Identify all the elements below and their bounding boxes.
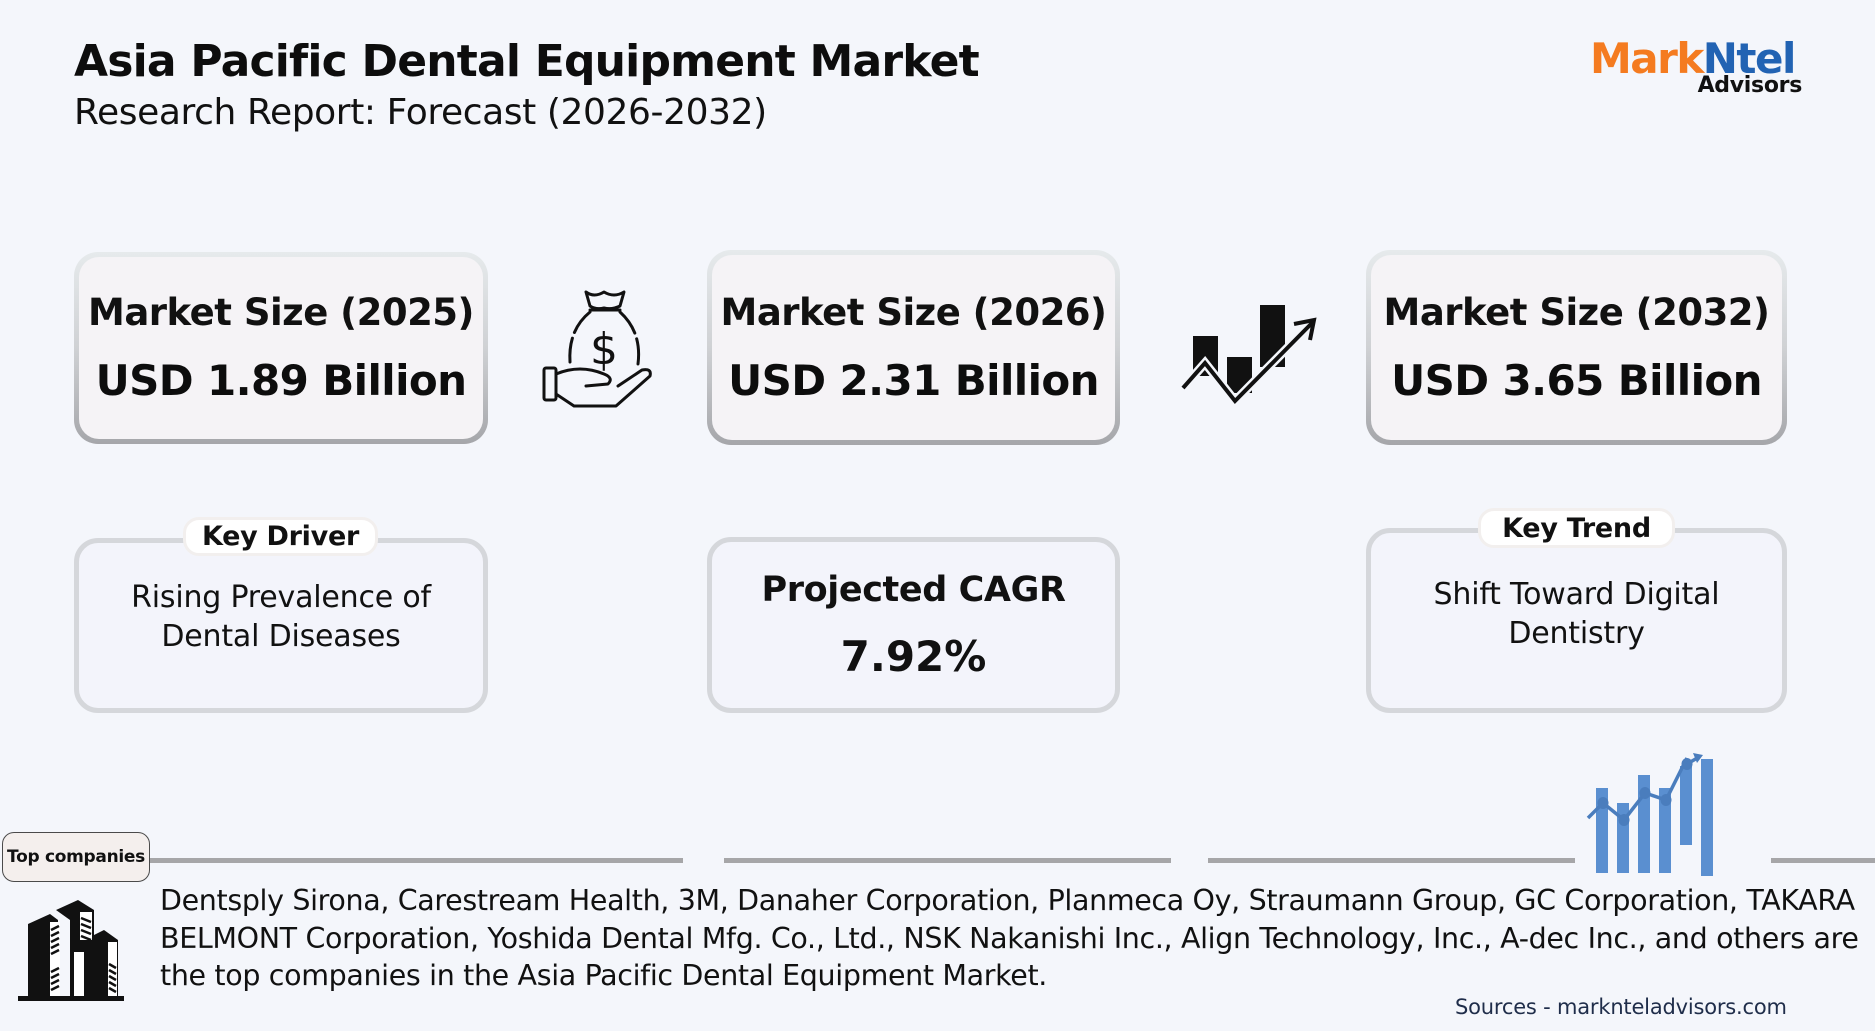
market-size-label: Market Size (2026) — [720, 290, 1107, 334]
market-size-value: USD 2.31 Billion — [728, 355, 1099, 405]
key-trend-box: Shift Toward Digital Dentistry — [1366, 528, 1787, 713]
source-link[interactable]: Sources - marknteladvisors.com — [1455, 995, 1787, 1019]
market-size-2025-card: Market Size (2025) USD 1.89 Billion — [74, 252, 488, 444]
top-companies-label: Top companies — [2, 832, 150, 882]
key-trend-text-line1: Shift Toward Digital — [1433, 576, 1720, 612]
market-size-value: USD 3.65 Billion — [1391, 355, 1762, 405]
buildings-icon — [18, 900, 124, 1001]
page-title: Asia Pacific Dental Equipment Market — [74, 36, 980, 87]
svg-text:$: $ — [590, 324, 618, 375]
key-trend-label: Key Trend — [1478, 508, 1675, 548]
divider-line — [724, 858, 1171, 863]
key-trend-text-line2: Dentistry — [1508, 615, 1645, 651]
top-companies-text: Dentsply Sirona, Carestream Health, 3M, … — [160, 884, 1859, 992]
cagr-label: Projected CAGR — [761, 569, 1066, 610]
divider-line — [150, 858, 683, 863]
market-size-label: Market Size (2025) — [88, 291, 474, 334]
money-bag-hand-icon: $ — [542, 290, 652, 408]
key-driver-box: Rising Prevalence of Dental Diseases — [74, 538, 488, 713]
logo-wordmark: MarkNtel — [1590, 34, 1797, 83]
cagr-box: Projected CAGR 7.92% — [707, 537, 1120, 713]
growth-chart-icon — [1180, 305, 1317, 408]
page-subtitle: Research Report: Forecast (2026-2032) — [74, 92, 767, 133]
logo-ntel: Ntel — [1702, 34, 1797, 83]
bar-line-chart-icon — [1586, 753, 1713, 876]
market-size-2032-card: Market Size (2032) USD 3.65 Billion — [1366, 250, 1787, 445]
key-driver-text-line2: Dental Diseases — [161, 618, 401, 654]
divider-line — [1208, 858, 1575, 863]
market-size-2026-card: Market Size (2026) USD 2.31 Billion — [707, 250, 1120, 445]
key-driver-text-line1: Rising Prevalence of — [131, 579, 431, 615]
logo-mark: Mark — [1590, 34, 1704, 83]
logo-tagline: Advisors — [1697, 73, 1803, 98]
key-driver-label: Key Driver — [183, 517, 378, 556]
market-size-label: Market Size (2032) — [1383, 290, 1770, 334]
company-logo: MarkNtel Advisors — [1590, 36, 1802, 98]
divider-line — [1771, 858, 1875, 863]
cagr-value: 7.92% — [840, 631, 987, 681]
market-size-value: USD 1.89 Billion — [95, 356, 467, 405]
